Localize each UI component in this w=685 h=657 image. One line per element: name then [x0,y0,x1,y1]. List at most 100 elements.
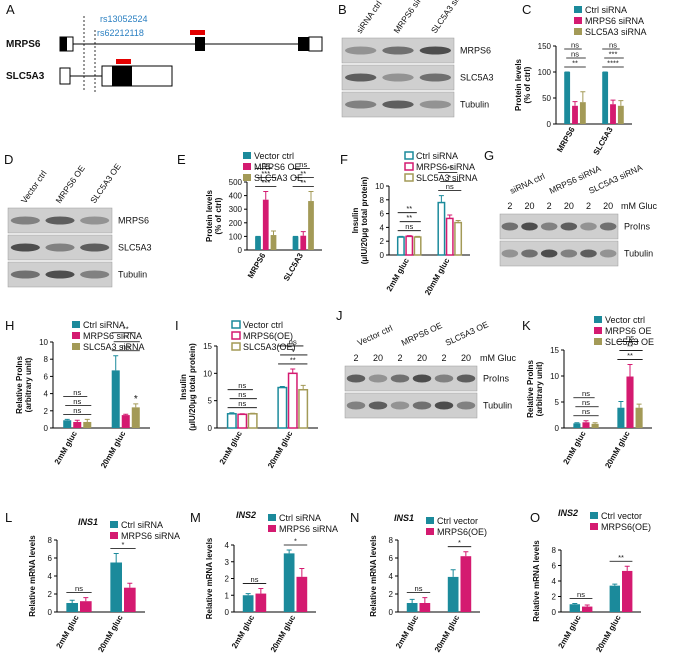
legend-label: MRPS6 siRNA [416,162,475,172]
error-bar [308,191,314,202]
y-axis-label: Insulin [351,208,360,234]
bar [419,603,431,612]
bar [572,105,578,124]
bar [283,553,295,612]
chart-title: INS1 [78,517,98,527]
bar [564,72,571,124]
y-tick-label: 2 [44,407,49,416]
y-tick-label: 15 [203,342,212,351]
western-blot: J ProIns Tubulin Vector ctrl MRPS6 OE SLC5A3 … [336,308,517,419]
y-tick-label: 8 [552,546,557,555]
legend-swatch [110,521,118,528]
glucose-label: 20 [603,201,613,211]
x-tick-label: 20mM gluc [603,429,632,470]
legend-label: Ctrl siRNA [585,5,627,15]
panel-label: D [4,152,13,167]
bar [262,199,269,250]
y-tick-label: 400 [229,192,243,201]
y-tick-label: 0 [44,424,49,433]
bar [405,235,414,256]
y-tick-label: 50 [542,94,551,103]
row-label: ProIns [624,222,651,232]
band [10,243,40,252]
legend-swatch [72,343,80,350]
y-tick-label: 1 [225,591,230,600]
error-bar [618,400,624,408]
chart-title: INS2 [558,508,578,518]
x-tick-label: 20mM gluc [594,613,623,654]
band [412,401,432,410]
band [45,216,75,225]
error-bar [422,597,428,603]
bar [300,235,307,250]
legend-swatch [590,512,598,519]
y-axis-label: (μIU/20μg total protein) [188,343,197,431]
bar [73,421,82,428]
error-bar [84,418,90,422]
significance: ** [300,169,306,178]
band [368,374,388,383]
gene-name: SLC5A3 [6,71,45,82]
error-bar [69,599,75,603]
y-tick-label: 10 [550,372,559,381]
legend-label: MRPS6 siRNA [585,16,644,26]
snp-label: rs13052524 [100,14,148,24]
significance: * [458,538,461,547]
glucose-label: 2 [586,201,591,211]
band [344,100,377,109]
significance: ns [577,590,585,599]
error-bar [245,593,251,596]
bar [277,386,288,429]
y-tick-label: 6 [48,554,53,563]
x-tick-label: MRPS6 [555,125,577,154]
error-bar [584,604,590,607]
y-tick-label: 0 [238,246,243,255]
panel-label: H [5,318,14,333]
bar-chart: O INS2 0 2 4 6 8 Relative mRNA levels Ctrl vecto… [530,508,651,654]
legend-label: SLC5A3 siRNA [416,173,478,183]
band [419,100,452,109]
y-axis-label: (arbitrary unit) [535,361,544,416]
band [540,249,558,258]
y-axis-label: Relative ProIns [15,356,24,414]
error-bar [450,569,456,577]
snp-region [116,59,131,64]
panel-label: G [484,148,494,163]
bar [591,423,599,428]
panel-label: M [190,510,201,525]
snp-label: rs62212118 [97,28,144,38]
legend-label: MRPS6 siRNA [121,531,180,541]
band [419,46,452,55]
x-tick-label: 2mM gluc [394,613,421,650]
x-tick-label: 2mM gluc [556,613,583,650]
lane-label: SLC5A3 OE [444,319,490,348]
y-tick-label: 15 [550,346,559,355]
panel-label: B [338,2,347,17]
bar-chart: K 0 5 10 15 Relative ProIns (arbitrary unit) Ve… [522,315,654,470]
x-tick-label: 2mM gluc [230,613,257,650]
y-tick-label: 0 [547,120,552,129]
band [412,374,432,383]
x-tick-label: 2mM gluc [218,429,245,466]
legend-swatch [590,523,598,530]
bar [447,576,459,612]
legend-label: MRPS6 siRNA [83,331,142,341]
significance: ** [406,204,412,213]
row-label: MRPS6 [460,46,491,56]
y-axis-label: Relative mRNA levels [28,535,37,617]
significance: ns [626,333,634,342]
error-bar [612,583,618,586]
error-bar [455,220,461,223]
legend-label: Vector ctrl [605,315,645,325]
glucose-label: 2 [507,201,512,211]
error-bar [299,567,305,577]
error-bar [398,235,404,238]
bar [579,102,586,124]
legend-label: MRPS6(OE) [437,527,487,537]
bar [131,407,140,428]
band [10,216,40,225]
bar [413,236,422,256]
significance: ns [262,160,270,169]
exon [59,67,71,85]
y-axis-label: (% of ctrl) [214,197,223,234]
